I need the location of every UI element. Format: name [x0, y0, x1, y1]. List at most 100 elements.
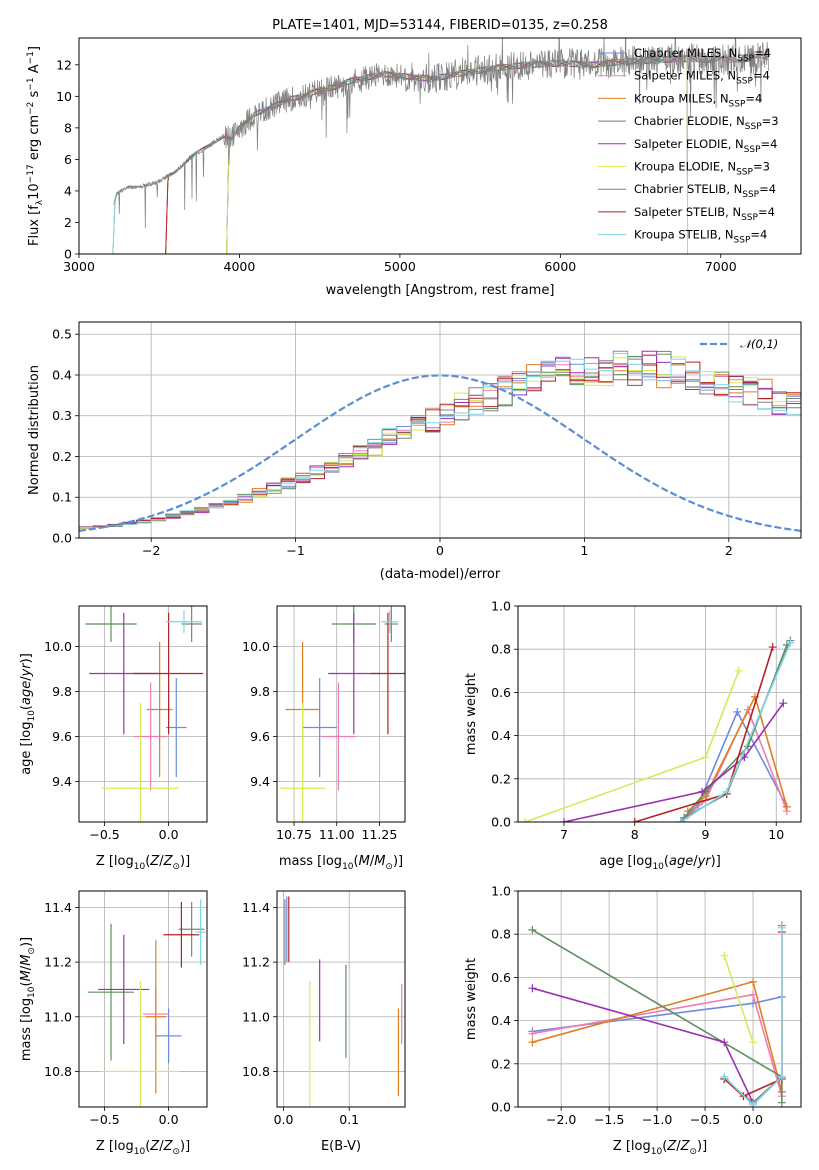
- label-part: =4: [753, 69, 770, 83]
- legend-entry: Kroupa MILES, NSSP=4: [634, 91, 762, 109]
- label-part: SSP: [745, 122, 762, 132]
- axes-frame: [78, 37, 802, 255]
- weight-line: [680, 642, 792, 822]
- x-axis-label: Z [log10(Z/Z⊙)]: [96, 1139, 190, 1157]
- label-part: age [log: [19, 722, 34, 775]
- x-tick-label: 0.0: [159, 827, 179, 842]
- label-part: age: [669, 854, 693, 869]
- weight-marker: [734, 666, 743, 675]
- label-part: Salpeter MILES, N: [634, 69, 736, 83]
- label-part: SSP: [742, 190, 759, 200]
- label-part: Z [log: [96, 854, 134, 869]
- y-axis-label: age [log10(age/yr)]: [19, 653, 37, 775]
- label-part: erg cm: [27, 115, 42, 164]
- label-part: Z: [149, 854, 160, 869]
- chart-spectrum: 3000 4000 5000 6000 7000 0 2 4 6 8 10 12 PLATE=1401,…: [26, 18, 802, 298]
- x-tick-label: 0.0: [274, 1112, 294, 1127]
- y-tick-label: 0.0: [491, 815, 511, 830]
- y-tick-label: 9.6: [250, 729, 270, 744]
- y-tick-label: 9.8: [250, 684, 270, 699]
- x-tick-label: −0.5: [690, 1112, 720, 1127]
- label-part: /: [19, 676, 34, 681]
- y-tick-label: 0.0: [491, 1100, 511, 1115]
- y-tick-label: 0.2: [52, 449, 72, 464]
- label-part: (: [662, 1139, 667, 1154]
- y-tick-label: 11.2: [242, 955, 270, 970]
- normal-curve: [79, 374, 801, 532]
- y-tick-label: 11.4: [44, 900, 72, 915]
- weight-marker: [720, 1072, 729, 1081]
- y-tick-label: 6: [64, 152, 72, 167]
- weight-marker: [701, 753, 710, 762]
- x-tick-label: −1.5: [594, 1112, 624, 1127]
- label-part: )]: [19, 653, 34, 663]
- label-part: ]: [27, 46, 42, 51]
- y-tick-label: 0.8: [491, 642, 511, 657]
- label-part: A: [27, 64, 42, 77]
- legend-entry: 𝒩(0,1): [740, 337, 778, 351]
- label-part: 10: [651, 1147, 663, 1157]
- x-tick-label: −0.5: [89, 1112, 119, 1127]
- y-tick-label: 0.4: [491, 728, 511, 743]
- weight-marker: [749, 1038, 758, 1047]
- y-tick-label: 0.0: [52, 531, 72, 546]
- label-part: ⊙: [385, 862, 393, 872]
- weight-marker: [528, 1029, 537, 1038]
- label-part: =4: [745, 91, 762, 105]
- label-part: Z: [163, 1139, 174, 1154]
- weight-marker: [779, 699, 788, 708]
- label-part: Z: [163, 854, 174, 869]
- chart-weight_vs_age: 7 8 9 10 0.0 0.2 0.4 0.6 0.8 1.0 mass weight age [l…: [464, 599, 802, 872]
- label-part: SSP: [736, 168, 753, 178]
- weight-marker: [528, 1038, 537, 1047]
- label-part: Z [log: [96, 1139, 134, 1154]
- weight-marker: [630, 818, 639, 822]
- x-axis-label: wavelength [Angstrom, rest frame]: [326, 283, 555, 298]
- label-part: =4: [750, 228, 767, 242]
- label-part: age: [19, 681, 34, 705]
- label-part: SSP: [741, 213, 758, 223]
- y-tick-label: 9.8: [52, 684, 72, 699]
- weight-marker: [733, 707, 742, 716]
- x-axis-label: Z [log10(Z/Z⊙)]: [613, 1139, 707, 1157]
- label-part: λ: [35, 199, 45, 205]
- label-part: )]: [393, 854, 403, 869]
- weight-marker: [528, 984, 537, 993]
- y-tick-label: 0.8: [491, 927, 511, 942]
- legend-entry: Salpeter STELIB, NSSP=4: [634, 205, 775, 223]
- plot-area: [79, 606, 207, 822]
- chart-weight_vs_Z: −2.0 −1.5 −1.0 −0.5 0.0 0.0 0.2 0.4 0.6 0.8 1.0 mas…: [464, 884, 802, 1157]
- y-tick-label: 0.4: [52, 367, 72, 382]
- y-tick-label: 11.4: [242, 900, 270, 915]
- model-spectrum-line: [165, 54, 769, 254]
- chart-title: PLATE=1401, MJD=53144, FIBERID=0135, z=0…: [272, 18, 608, 33]
- x-axis-label: Z [log10(Z/Z⊙)]: [96, 854, 190, 872]
- plot-area: [518, 891, 801, 1107]
- label-part: 10: [134, 862, 146, 872]
- x-tick-label: 1: [580, 543, 588, 558]
- weight-marker: [521, 818, 530, 822]
- y-tick-label: 10.0: [44, 639, 72, 654]
- weight-line: [680, 644, 788, 822]
- y-tick-label: 11.2: [44, 955, 72, 970]
- label-part: /: [693, 854, 698, 869]
- label-part: (: [19, 981, 34, 986]
- x-tick-label: 10: [768, 827, 784, 842]
- y-tick-label: 11.0: [44, 1009, 72, 1024]
- y-tick-label: 0.1: [52, 490, 72, 505]
- y-tick-label: 10: [56, 89, 72, 104]
- weight-marker: [782, 802, 791, 811]
- x-axis-label: E(B-V): [321, 1139, 361, 1154]
- axes-frame: [517, 890, 802, 1108]
- label-part: /: [676, 1139, 681, 1154]
- plot-area: [79, 322, 801, 538]
- label-part: mass [log: [279, 854, 342, 869]
- label-part: 10: [27, 986, 37, 998]
- y-tick-label: 1.0: [491, 599, 511, 614]
- label-part: Z: [680, 1139, 691, 1154]
- label-part: M: [359, 854, 370, 869]
- plot-area: [277, 891, 405, 1107]
- axes-frame: [276, 605, 406, 823]
- y-tick-label: 2: [64, 215, 72, 230]
